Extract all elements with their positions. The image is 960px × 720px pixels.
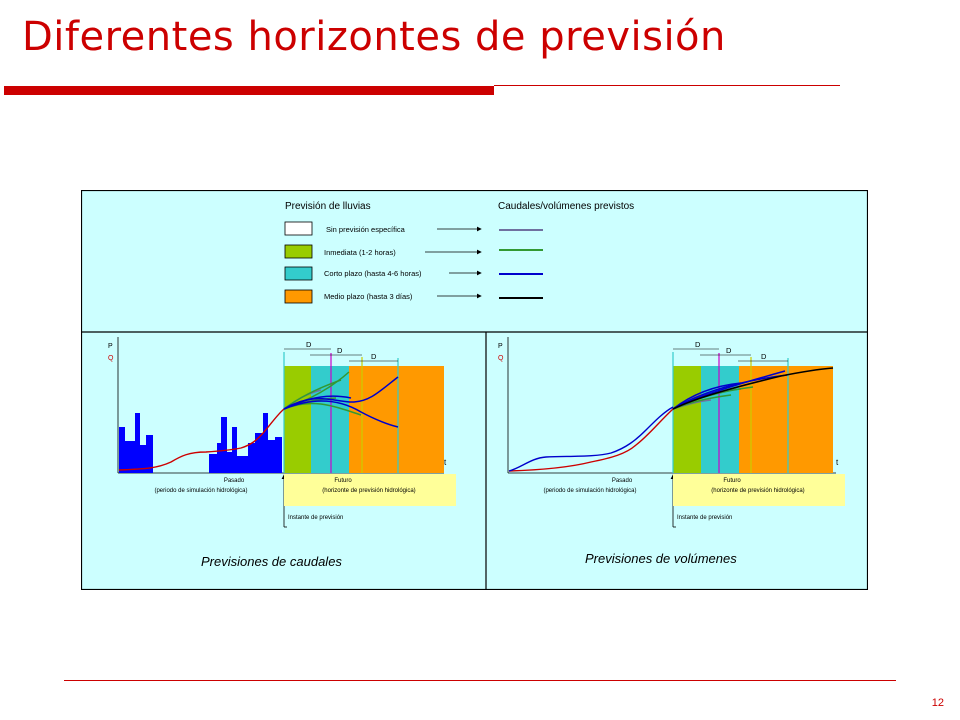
panel-volumes: P Q t D D D Pasado (perio [498, 337, 845, 566]
legend: Previsión de lluvias Caudales/volúmenes … [284, 201, 634, 304]
axis-q-label: Q [108, 355, 114, 362]
title-underline-thick [4, 86, 494, 95]
legend-label: Sin previsión específica [326, 225, 406, 234]
legend-item-none: Sin previsión específica [284, 221, 543, 236]
past-sublabel: (periodo de simulación hidrológica) [154, 488, 247, 494]
panel-flows: P Q t [108, 337, 456, 569]
future-label: Futuro [334, 478, 352, 484]
legend-flow-header: Caudales/volúmenes previstos [498, 201, 634, 212]
axis-t-label: t [444, 458, 447, 467]
instant-label: Instante de previsión [677, 515, 732, 521]
d-label-1: D [695, 340, 701, 349]
observed-volume-line [508, 408, 674, 472]
axis-t-label: t [836, 458, 839, 467]
legend-label: Medio plazo (hasta 3 días) [324, 292, 413, 301]
slide-title: Diferentes horizontes de previsión [22, 14, 726, 60]
forecast-horizons-figure: Previsión de lluvias Caudales/volúmenes … [80, 189, 869, 591]
legend-item-immediate: Inmediata (1-2 horas) [284, 244, 543, 259]
past-label: Pasado [612, 478, 633, 484]
past-label: Pasado [224, 478, 245, 484]
d-label-2: D [337, 346, 343, 355]
axis-p-label: P [108, 343, 113, 350]
instant-label: Instante de previsión [288, 515, 343, 521]
rainfall-histogram [119, 413, 282, 473]
d-label-1: D [306, 340, 312, 349]
future-sublabel: (horizonte de previsión hidrológica) [711, 488, 804, 494]
future-box [673, 474, 845, 506]
legend-item-short: Corto plazo (hasta 4-6 horas) [284, 266, 543, 281]
axis-p-label: P [498, 343, 503, 350]
legend-label: Corto plazo (hasta 4-6 horas) [324, 269, 422, 278]
d-label-3: D [761, 352, 767, 361]
legend-label: Inmediata (1-2 horas) [324, 248, 396, 257]
panel-caption: Previsiones de caudales [201, 554, 342, 569]
page-number: 12 [931, 697, 944, 709]
d-label-3: D [371, 352, 377, 361]
observed-flow-line [118, 408, 285, 471]
future-sublabel: (horizonte de previsión hidrológica) [322, 488, 415, 494]
title-underline-thin [494, 85, 840, 86]
footer-rule [64, 680, 896, 681]
d-label-2: D [726, 346, 732, 355]
axis-q-label: Q [498, 355, 504, 362]
past-sublabel: (periodo de simulación hidrológica) [543, 488, 636, 494]
future-box [284, 474, 456, 506]
panel-caption: Previsiones de volúmenes [585, 551, 737, 566]
legend-rain-header: Previsión de lluvias [285, 201, 371, 212]
future-label: Futuro [723, 478, 741, 484]
legend-item-medium: Medio plazo (hasta 3 días) [284, 289, 543, 304]
